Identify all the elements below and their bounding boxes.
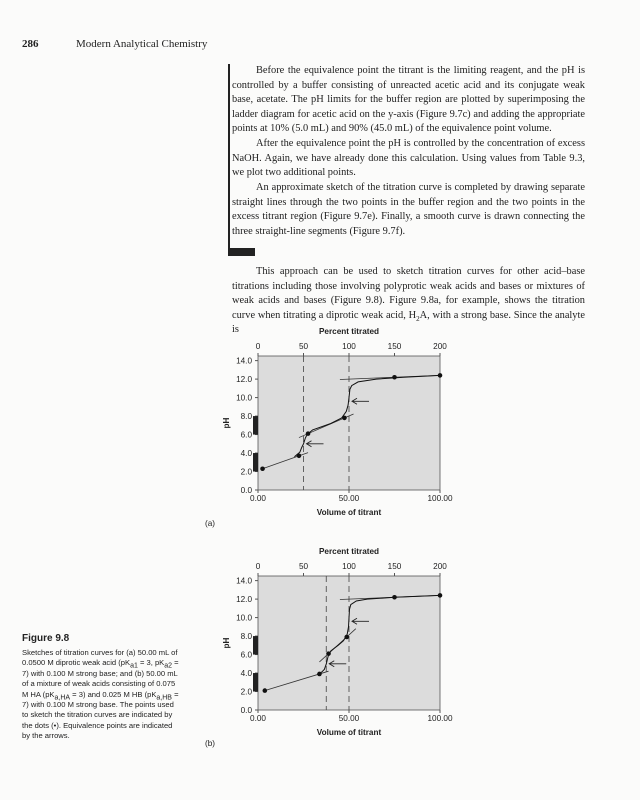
sketch-point: [342, 415, 347, 421]
x2-tick-label: 150: [388, 342, 402, 351]
y-tick-label: 12.0: [236, 595, 252, 604]
figure-caption: Sketches of titration curves for (a) 50.…: [22, 648, 182, 742]
x2-tick-label: 100: [342, 342, 356, 351]
sketch-point: [305, 431, 311, 436]
x-axis-title: Volume of titrant: [317, 508, 382, 517]
y-tick-label: 4.0: [241, 669, 253, 678]
y-axis-title: pH: [222, 417, 231, 428]
titration-curve: [317, 594, 441, 675]
x2-axis-title: Percent titrated: [319, 327, 379, 336]
panel-label: (b): [205, 739, 215, 748]
x2-tick-label: 150: [388, 562, 402, 571]
sketch-point: [326, 651, 331, 656]
y-tick-label: 0.0: [241, 486, 253, 495]
text-run: This approach can be used to sketch titr…: [232, 266, 585, 321]
sketch-point: [344, 634, 350, 640]
sketch-point: [437, 593, 443, 598]
subscript: a1: [130, 662, 138, 670]
equivalence-arrow: [305, 440, 324, 448]
equivalence-arrow: [328, 660, 347, 668]
x-tick-label: 100.00: [427, 714, 452, 723]
x2-tick-label: 50: [299, 562, 309, 571]
text-run: = 3, pK: [137, 658, 165, 668]
x2-tick-label: 200: [433, 342, 447, 351]
y-axis-title: pH: [222, 637, 231, 648]
x2-tick-label: 0: [256, 562, 261, 571]
subscript: a,HA: [54, 694, 71, 702]
figure-label: Figure 9.8: [22, 633, 70, 644]
panel-label: (a): [205, 519, 215, 528]
sketch-point: [317, 671, 322, 677]
y-tick-label: 2.0: [241, 688, 253, 697]
x-axis-title: Volume of titrant: [317, 728, 382, 737]
y-tick-label: 8.0: [241, 412, 253, 421]
text-run: = 3) and 0.025 M HB (pK: [70, 689, 157, 699]
end-block: [228, 248, 255, 256]
x-tick-label: 0.00: [250, 714, 266, 723]
text-run: = 7) with 0.100 M strong base; and (b) 5…: [22, 658, 179, 699]
x2-axis-title: Percent titrated: [319, 547, 379, 556]
paragraph: This approach can be used to sketch titr…: [232, 265, 585, 338]
y-tick-label: 4.0: [241, 449, 253, 458]
equivalence-arrow: [351, 617, 369, 625]
equivalence-arrow: [351, 397, 369, 405]
x2-tick-label: 200: [433, 562, 447, 571]
ladder-bar: [253, 453, 258, 472]
subscript: a2: [164, 662, 173, 670]
sketch-point: [437, 373, 443, 378]
paragraph: After the equivalence point the pH is co…: [232, 137, 585, 181]
ladder-bar: [253, 636, 258, 655]
x-tick-label: 100.00: [427, 494, 452, 503]
y-tick-label: 10.0: [236, 394, 252, 403]
paragraph: An approximate sketch of the titration c…: [232, 181, 585, 239]
paragraph: Before the equivalence point the titrant…: [232, 64, 585, 137]
page-number: 286: [22, 38, 39, 50]
y-tick-label: 14.0: [236, 357, 252, 366]
sketch-point: [296, 453, 302, 459]
x-tick-label: 50.00: [339, 714, 360, 723]
text-run: Sketches of titration curves for (a) 50.…: [22, 648, 178, 668]
x2-tick-label: 0: [256, 342, 261, 351]
text-run: Before the equivalence point the titrant…: [232, 65, 585, 135]
subscript: 2: [416, 314, 420, 323]
y-tick-label: 6.0: [241, 651, 253, 660]
sketch-point: [392, 374, 397, 380]
text-run: = 7) with 0.100 M strong base. The point…: [22, 689, 179, 741]
subscript: a,HB: [156, 694, 172, 702]
x-tick-label: 50.00: [339, 494, 360, 503]
ladder-bar: [253, 673, 258, 692]
y-tick-label: 10.0: [236, 614, 252, 623]
sketch-point: [260, 466, 265, 472]
x-tick-label: 0.00: [250, 494, 266, 503]
x2-tick-label: 50: [299, 342, 309, 351]
running-title: Modern Analytical Chemistry: [76, 38, 208, 50]
y-tick-label: 14.0: [236, 577, 252, 586]
x2-tick-label: 100: [342, 562, 356, 571]
y-tick-label: 12.0: [236, 375, 252, 384]
y-tick-label: 0.0: [241, 706, 253, 715]
sketch-point: [262, 688, 268, 693]
sketch-point: [392, 594, 397, 600]
text-run: An approximate sketch of the titration c…: [232, 182, 585, 237]
titration-curve: [294, 374, 441, 458]
y-tick-label: 8.0: [241, 632, 253, 641]
y-tick-label: 2.0: [241, 468, 253, 477]
text-run: A, with a strong base. Since the analyte…: [232, 309, 586, 336]
y-tick-label: 6.0: [241, 431, 253, 440]
text-run: After the equivalence point the pH is co…: [232, 138, 585, 179]
ladder-bar: [253, 416, 258, 435]
margin-rule: [228, 64, 230, 252]
